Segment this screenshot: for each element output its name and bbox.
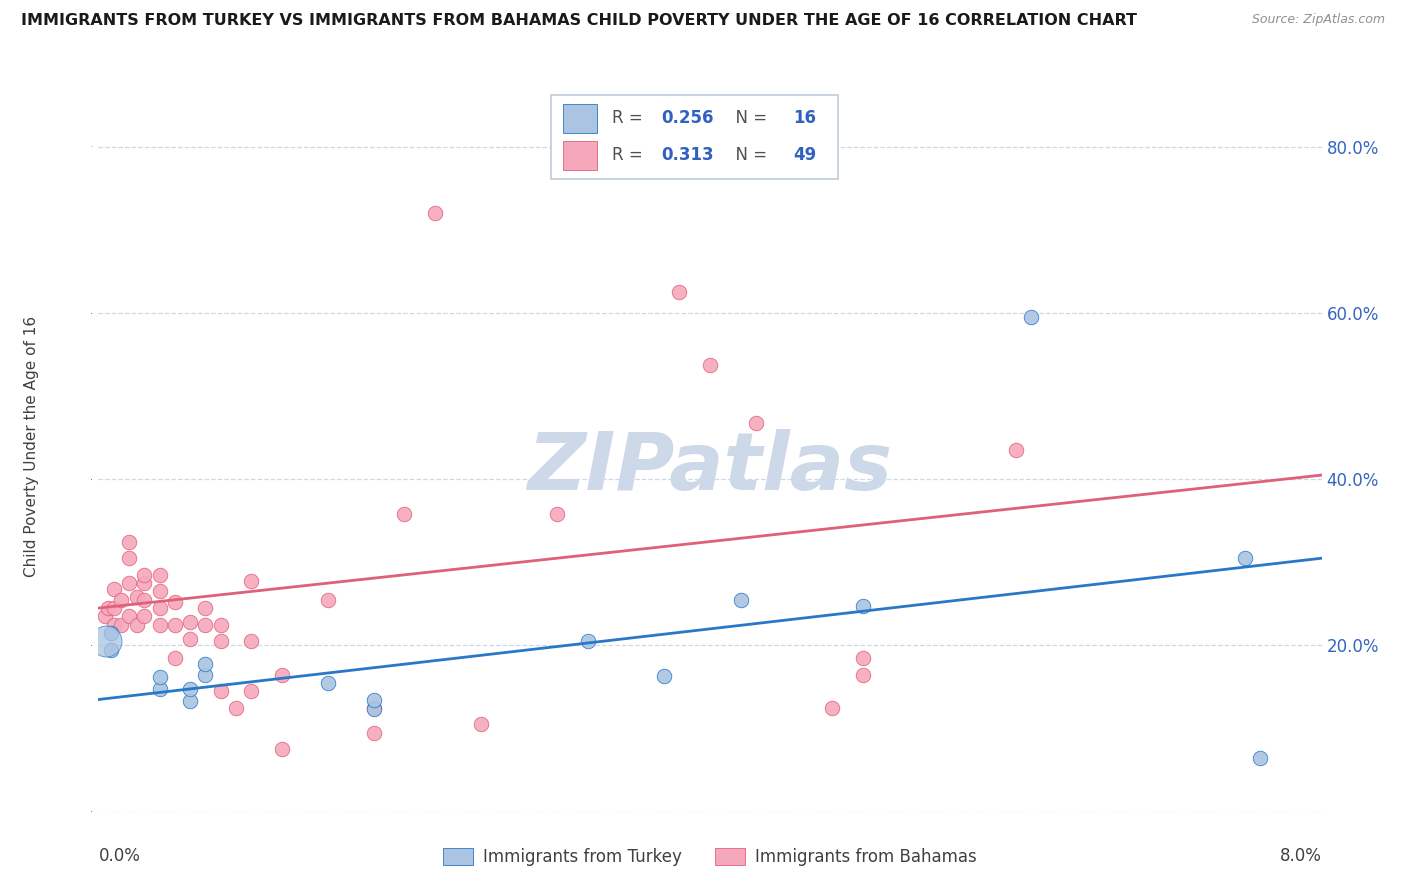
Point (1234, 551, 1257, 566)
Point (316, 592, 339, 607)
Point (1019, 310, 1042, 325)
Point (240, 684, 263, 698)
FancyBboxPatch shape (564, 103, 598, 133)
Point (134, 567, 156, 582)
Text: IMMIGRANTS FROM TURKEY VS IMMIGRANTS FROM BAHAMAS CHILD POVERTY UNDER THE AGE OF: IMMIGRANTS FROM TURKEY VS IMMIGRANTS FRO… (21, 13, 1137, 29)
Point (103, 582, 125, 596)
Text: Child Poverty Under the Age of 16: Child Poverty Under the Age of 16 (24, 316, 38, 576)
Point (134, 576, 156, 591)
Point (118, 534, 141, 549)
Point (363, 701, 385, 715)
Text: Source: ZipAtlas.com: Source: ZipAtlas.com (1251, 13, 1385, 27)
Text: 8.0%: 8.0% (1279, 847, 1322, 865)
Text: N =: N = (724, 146, 772, 164)
Point (699, 358, 721, 372)
Point (270, 667, 294, 681)
Point (100, 626, 122, 640)
Point (745, 416, 768, 430)
Point (179, 681, 201, 696)
Point (94, 634, 117, 648)
Text: 0.0%: 0.0% (98, 847, 141, 865)
Point (179, 615, 201, 630)
Text: N =: N = (724, 110, 772, 128)
Point (149, 681, 172, 696)
Point (363, 692, 385, 706)
Point (179, 632, 201, 646)
Point (179, 694, 201, 708)
Point (470, 717, 492, 731)
Text: 16: 16 (793, 110, 817, 128)
Point (118, 551, 141, 566)
Point (103, 617, 125, 632)
Point (110, 617, 132, 632)
Point (730, 592, 752, 607)
Point (363, 702, 385, 716)
Point (668, 285, 690, 300)
Point (118, 609, 141, 624)
Point (125, 591, 148, 605)
Point (852, 651, 875, 665)
Point (194, 667, 217, 681)
Point (103, 601, 125, 615)
Point (149, 567, 172, 582)
Text: 49: 49 (793, 146, 817, 164)
Point (821, 701, 844, 715)
Text: R =: R = (612, 110, 648, 128)
Point (118, 576, 141, 591)
Point (1249, 750, 1271, 764)
Point (194, 601, 217, 615)
Point (363, 725, 385, 739)
Point (209, 617, 232, 632)
Point (149, 670, 172, 684)
Point (546, 507, 568, 521)
Point (149, 601, 172, 615)
Point (240, 574, 263, 588)
Point (194, 617, 217, 632)
Text: R =: R = (612, 146, 648, 164)
Point (134, 609, 156, 624)
Legend: Immigrants from Turkey, Immigrants from Bahamas: Immigrants from Turkey, Immigrants from … (436, 841, 984, 873)
Point (163, 617, 186, 632)
FancyBboxPatch shape (564, 141, 598, 170)
Point (163, 651, 186, 665)
Point (134, 592, 156, 607)
Point (423, 206, 446, 220)
Point (270, 742, 294, 756)
Point (163, 595, 186, 609)
Point (1004, 443, 1026, 458)
Point (125, 617, 148, 632)
FancyBboxPatch shape (551, 95, 838, 179)
Point (149, 584, 172, 599)
Point (100, 642, 122, 657)
Text: 0.256: 0.256 (661, 110, 714, 128)
Point (149, 617, 172, 632)
Point (240, 634, 263, 648)
Point (110, 592, 132, 607)
Point (852, 667, 875, 681)
Point (93, 609, 115, 624)
Text: 0.313: 0.313 (661, 146, 714, 164)
Point (209, 634, 232, 648)
Point (97, 601, 120, 615)
Point (316, 676, 339, 690)
Point (852, 599, 875, 613)
Point (576, 634, 599, 648)
Point (225, 701, 247, 715)
Point (209, 684, 232, 698)
Text: ZIPatlas: ZIPatlas (527, 429, 893, 507)
Point (652, 669, 675, 683)
Point (194, 657, 217, 671)
Point (392, 507, 416, 521)
